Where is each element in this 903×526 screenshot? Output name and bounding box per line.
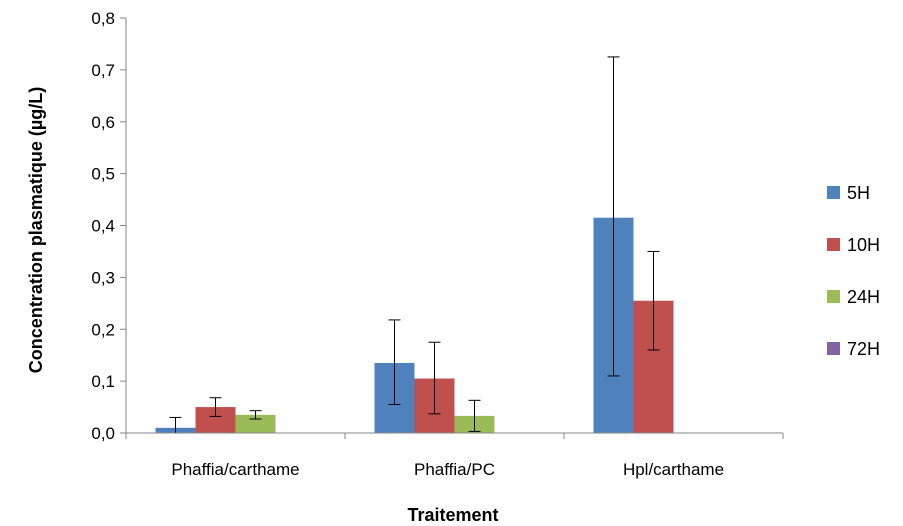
y-tick-label: 0,0 — [91, 424, 115, 443]
plot-area — [155, 56, 674, 434]
legend: 5H 10H 24H 72H — [827, 183, 880, 359]
legend-item-5H: 5H — [827, 183, 870, 203]
legend-item-72H: 72H — [827, 339, 880, 359]
legend-item-10H: 10H — [827, 235, 880, 255]
error-bar — [428, 341, 441, 415]
legend-swatch — [827, 342, 840, 355]
legend-label: 10H — [847, 235, 880, 255]
x-tick-label: Hpl/carthame — [623, 460, 724, 479]
y-tick-label: 0,1 — [91, 372, 115, 391]
legend-label: 72H — [847, 339, 880, 359]
error-bar — [388, 319, 401, 405]
legend-swatch — [827, 290, 840, 303]
y-tick-label: 0,5 — [91, 165, 115, 184]
x-axis-title: Traitement — [407, 505, 498, 525]
legend-label: 24H — [847, 287, 880, 307]
x-tick-label: Phaffia/PC — [414, 460, 495, 479]
y-tick-label: 0,3 — [91, 268, 115, 287]
error-bar — [468, 399, 481, 432]
x-tick-label: Phaffia/carthame — [171, 460, 299, 479]
error-bar — [647, 250, 660, 351]
legend-item-24H: 24H — [827, 287, 880, 307]
x-axis-ticks: Phaffia/carthame Phaffia/PC Hpl/carthame — [171, 460, 724, 479]
y-tick-label: 0,7 — [91, 61, 115, 80]
error-bar — [607, 56, 620, 377]
error-bar — [209, 397, 222, 417]
y-axis-ticks: 0,0 0,1 0,2 0,3 0,4 0,5 0,6 0,7 0,8 — [91, 9, 115, 443]
y-axis-title: Concentration plasmatique (µg/L) — [26, 87, 46, 373]
y-tick-label: 0,2 — [91, 320, 115, 339]
legend-swatch — [827, 238, 840, 251]
legend-label: 5H — [847, 183, 870, 203]
bar-24H-Phaffia/carthame — [235, 414, 276, 433]
y-tick-label: 0,6 — [91, 113, 115, 132]
axes — [120, 17, 784, 439]
y-tick-label: 0,8 — [91, 9, 115, 28]
legend-swatch — [827, 186, 840, 199]
y-tick-label: 0,4 — [91, 217, 115, 236]
error-bar — [249, 410, 262, 420]
